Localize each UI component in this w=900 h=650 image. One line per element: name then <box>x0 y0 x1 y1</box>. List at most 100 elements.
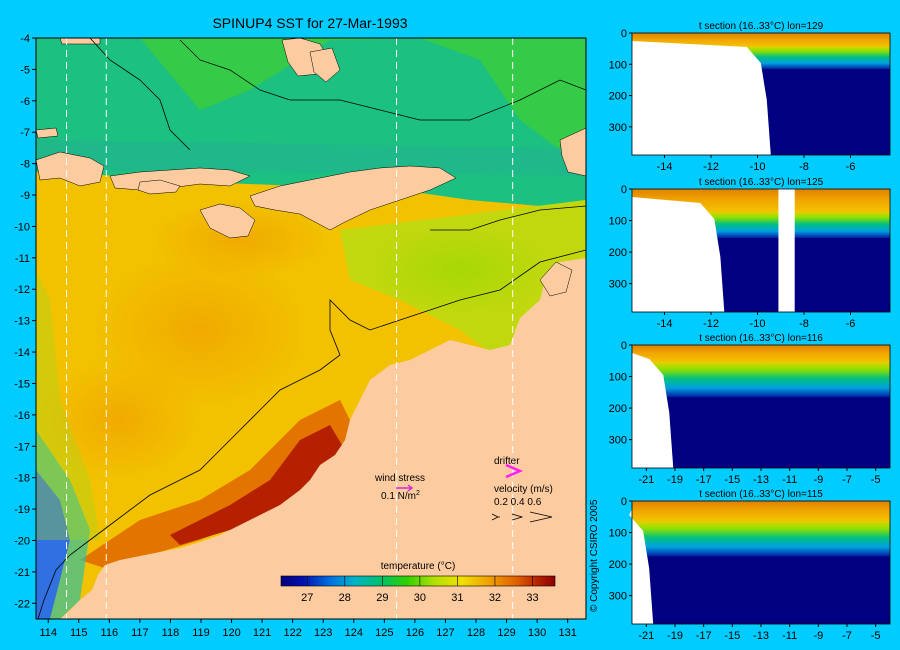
green-patch <box>370 225 550 315</box>
section-y-tick-label: 0 <box>621 340 627 352</box>
section-x-tick-label: -17 <box>696 630 712 642</box>
section-land <box>632 41 771 155</box>
section-x-tick-label: -11 <box>782 474 797 486</box>
section-panel: t section (16..33°C) lon=125 -14 -12 -10 -8 -… <box>609 177 891 330</box>
sea-west-green <box>36 270 100 540</box>
section-panel: t section (16..33°C) lon=129 -14 -12 -10 -8 -… <box>609 21 891 173</box>
section-x-tick-label: -10 <box>750 318 766 330</box>
copyright: © Copyright CSIRO 2005 <box>589 499 600 612</box>
section-panel: t section (16..33°C) lon=115 -21 -19 -17 -15… <box>609 489 891 642</box>
section-frame <box>631 32 891 156</box>
x-tick-label: 121 <box>253 627 271 639</box>
section-y-tick-label: 300 <box>609 435 627 447</box>
sea-west-teal <box>36 430 90 619</box>
section-x-tick-label: -14 <box>657 161 673 173</box>
islands <box>36 38 586 297</box>
sea-west-cool <box>36 470 70 619</box>
coastal-warm <box>80 400 360 570</box>
y-tick-label: -13 <box>14 316 30 328</box>
velocity-arrows <box>491 511 553 523</box>
section-x-tick-label: -9 <box>813 630 823 642</box>
y-tick-label: -20 <box>14 535 30 547</box>
colorbar-ticks: 27 28 29 30 31 32 33 <box>301 576 539 604</box>
island-sumbawa <box>36 151 105 187</box>
y-tick-label: -10 <box>14 221 30 233</box>
island-north-2 <box>309 47 341 83</box>
section-land <box>632 197 725 312</box>
map-title: SPINUP4 SST for 27-Mar-1993 <box>212 15 407 31</box>
colorbar-tick-label: 27 <box>301 592 313 604</box>
section-y-tick-label: 300 <box>609 122 627 134</box>
y-tick-label: -15 <box>14 378 30 390</box>
wind-stress-label: wind stress <box>374 473 425 484</box>
x-tick-label: 123 <box>314 627 332 639</box>
section-x-tick-label: -6 <box>846 318 856 330</box>
section-x-tick-label: -19 <box>667 474 683 486</box>
colorbar-tick-label: 30 <box>414 592 426 604</box>
section-x-tick-label: -21 <box>638 474 654 486</box>
x-tick-label: 120 <box>222 627 240 639</box>
section-y-tick-label: 200 <box>609 247 627 259</box>
island-sumba <box>137 179 181 195</box>
y-tick-label: -8 <box>20 159 30 171</box>
section-x-tick-label: -7 <box>842 630 852 642</box>
section-y-tick-label: 0 <box>621 184 627 196</box>
section-title: t section (16..33°C) lon=116 <box>699 333 823 344</box>
section-panels: t section (16..33°C) lon=129 -14 -12 -10 -8 -… <box>609 21 891 642</box>
colorbar-tick-label: 29 <box>376 592 388 604</box>
drifter-legend: drifter velocity (m/s) 0.2 0.4 0.6 <box>491 456 553 523</box>
section-thermocline <box>632 519 890 557</box>
wind-value-text: 0.1 N/m <box>381 491 416 502</box>
x-tick-label: 119 <box>192 627 210 639</box>
y-tick-label: -22 <box>14 598 30 610</box>
velocity-label: velocity (m/s) <box>494 484 553 495</box>
island-sawu <box>199 203 256 239</box>
x-tick-label: 117 <box>131 627 149 639</box>
section-y-tick-label: 0 <box>621 496 627 508</box>
x-tick-label: 129 <box>497 627 515 639</box>
y-tick-label: -18 <box>14 473 30 485</box>
section-x-tick-label: -21 <box>638 630 654 642</box>
y-tick-label: -11 <box>15 253 30 265</box>
y-tick-label: -6 <box>20 96 30 108</box>
section-x-tick-label: -15 <box>724 474 740 486</box>
section-x-tick-label: -19 <box>667 630 683 642</box>
section-x-tick-label: -8 <box>799 318 809 330</box>
y-tick-label: -7 <box>20 127 30 139</box>
y-tick-label: -5 <box>20 64 30 76</box>
island-timor <box>249 165 457 231</box>
y-tick-label: -19 <box>14 504 30 516</box>
island-north-3 <box>59 38 101 45</box>
colorbar: temperature (°C) 27 28 29 30 31 32 33 <box>280 561 556 604</box>
y-tick-label: -14 <box>14 347 30 359</box>
x-tick-label: 126 <box>406 627 424 639</box>
section-x-tick-label: -10 <box>750 161 766 173</box>
x-tick-label: 125 <box>375 627 393 639</box>
island-west <box>36 127 59 139</box>
x-tick-label: 114 <box>39 627 57 639</box>
section-y-tick-label: 200 <box>609 559 627 571</box>
section-y-tick-label: 300 <box>609 279 627 291</box>
section-x-tick-label: -11 <box>782 630 797 642</box>
section-x-tick-label: -5 <box>871 474 881 486</box>
x-tick-label: 131 <box>558 627 576 639</box>
y-tick-label: -17 <box>14 441 30 453</box>
section-lines <box>66 38 514 619</box>
section-x-tick-label: -7 <box>842 474 852 486</box>
y-tick-label: -21 <box>14 567 30 579</box>
drifter-symbol <box>505 463 524 479</box>
colorbar-tick-label: 31 <box>451 592 463 604</box>
colorbar-gradient <box>280 575 556 587</box>
wind-value: 0.1 N/m2 <box>381 490 420 502</box>
section-x-tick-label: -14 <box>657 318 673 330</box>
section-y-tick-label: 100 <box>609 372 627 384</box>
x-tick-label: 128 <box>467 627 485 639</box>
y-tick-label: -4 <box>20 33 30 45</box>
sea-north-light <box>36 38 586 150</box>
section-x-tick-label: -15 <box>724 630 740 642</box>
map-x-axis: 114 115 116 117 118 119 120 121 122 123 124 125 126 1… <box>39 619 577 639</box>
x-tick-label: 115 <box>70 627 88 639</box>
x-tick-label: 116 <box>101 627 119 639</box>
section-y-tick-label: 0 <box>621 28 627 40</box>
